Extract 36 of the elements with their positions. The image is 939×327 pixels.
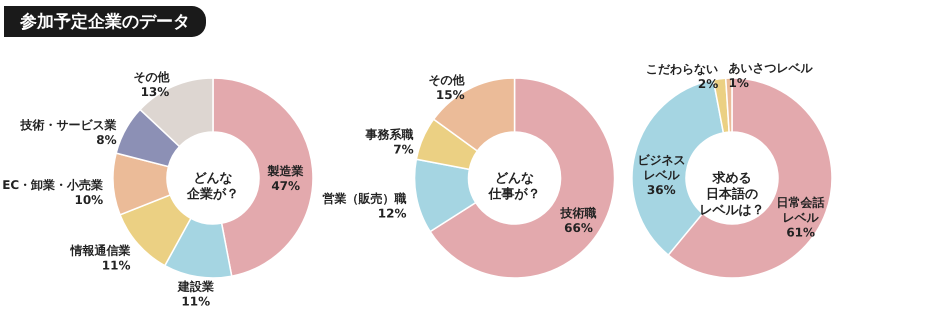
data-label: 66% <box>564 221 593 236</box>
text: 仕事が？ <box>488 187 541 202</box>
data-label: 7% <box>393 142 414 156</box>
slice-label: ビジネスレベル <box>637 152 686 182</box>
slice-label: EC・卸業・小売業 <box>2 178 104 192</box>
chart-title: 参加予定企業のデータ <box>4 6 206 37</box>
slice-label: 情報通信業 <box>69 244 130 258</box>
text: どんな <box>495 171 534 186</box>
data-label: 36% <box>646 182 676 197</box>
data-label: 47% <box>271 179 300 194</box>
data-label: 1% <box>728 76 749 90</box>
data-label: 2% <box>698 76 718 91</box>
slice-label: 製造業 <box>266 164 304 178</box>
data-label: 13% <box>140 85 170 100</box>
slice-label: その他 <box>428 72 466 87</box>
slice-label: 技術職 <box>560 206 597 220</box>
slice-label: 技術・サービス業 <box>20 118 117 132</box>
slice-label: 建設業 <box>176 280 214 294</box>
data-label: 12% <box>378 206 406 221</box>
text: 求める <box>712 170 752 186</box>
slice-label: 営業（販売）職 <box>322 192 406 206</box>
data-label: 11% <box>102 258 130 273</box>
slice-label: こだわらない <box>646 62 718 76</box>
text: レベルは？ <box>700 203 764 218</box>
data-label: 11% <box>181 294 210 309</box>
slice-label: あいさつレベル <box>728 61 814 76</box>
data-label: 61% <box>786 226 816 240</box>
data-label: 8% <box>96 133 117 148</box>
text: どんな <box>194 171 232 186</box>
slice-label: 事務系職 <box>364 127 414 142</box>
data-label: 15% <box>436 88 465 102</box>
text: 日本語の <box>706 186 758 202</box>
data-label: 10% <box>74 192 104 207</box>
text: 企業が？ <box>186 187 239 202</box>
slice-label: 日常会話レベル <box>776 196 825 225</box>
slice-label: その他 <box>133 70 170 84</box>
